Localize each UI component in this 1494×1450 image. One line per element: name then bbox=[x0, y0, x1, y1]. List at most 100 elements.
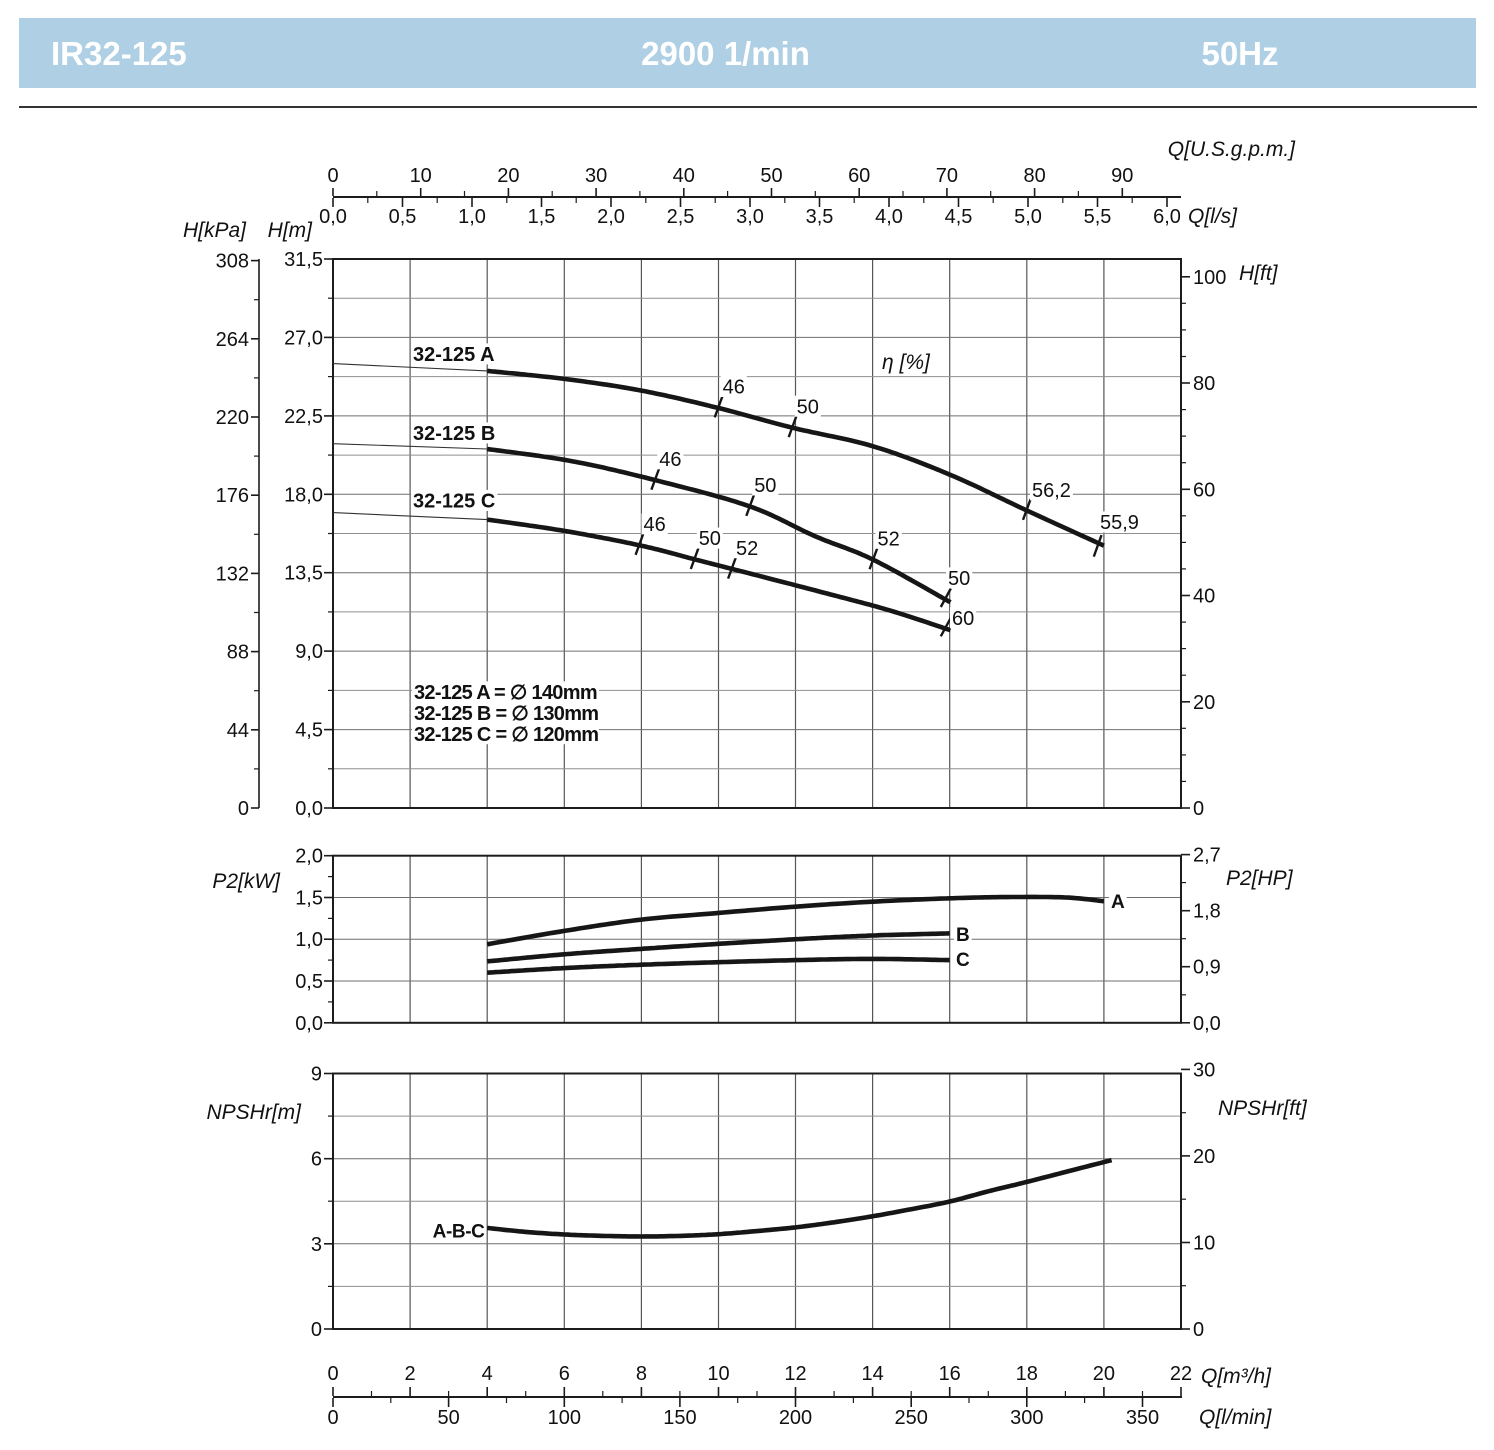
svg-text:0,5: 0,5 bbox=[295, 971, 323, 993]
svg-text:0,5: 0,5 bbox=[389, 206, 417, 228]
svg-text:50Hz: 50Hz bbox=[1201, 35, 1278, 72]
svg-text:32-125 B = ∅ 130mm: 32-125 B = ∅ 130mm bbox=[414, 703, 598, 725]
svg-text:0: 0 bbox=[327, 1363, 338, 1385]
svg-text:0: 0 bbox=[238, 798, 249, 820]
svg-text:NPSHr[m]: NPSHr[m] bbox=[207, 1101, 303, 1124]
svg-text:31,5: 31,5 bbox=[284, 249, 323, 271]
svg-text:10: 10 bbox=[410, 165, 432, 187]
svg-text:44: 44 bbox=[227, 720, 249, 742]
svg-text:B: B bbox=[956, 925, 970, 946]
svg-text:88: 88 bbox=[227, 642, 249, 664]
svg-text:8: 8 bbox=[636, 1363, 647, 1385]
svg-text:32-125 A = ∅ 140mm: 32-125 A = ∅ 140mm bbox=[414, 682, 597, 704]
svg-text:0,9: 0,9 bbox=[1193, 957, 1221, 979]
svg-text:0: 0 bbox=[1193, 798, 1204, 820]
svg-text:0: 0 bbox=[327, 165, 338, 187]
svg-text:150: 150 bbox=[663, 1407, 696, 1429]
svg-text:5,5: 5,5 bbox=[1084, 206, 1112, 228]
svg-text:H[m]: H[m] bbox=[268, 219, 313, 242]
svg-text:100: 100 bbox=[1193, 267, 1226, 289]
svg-text:30: 30 bbox=[585, 165, 607, 187]
svg-text:12: 12 bbox=[784, 1363, 806, 1385]
svg-text:Q[l/s]: Q[l/s] bbox=[1188, 205, 1238, 228]
svg-text:350: 350 bbox=[1126, 1407, 1159, 1429]
svg-text:132: 132 bbox=[216, 563, 249, 585]
svg-text:46: 46 bbox=[644, 514, 666, 536]
svg-text:H[kPa]: H[kPa] bbox=[183, 219, 247, 242]
svg-text:9: 9 bbox=[311, 1064, 322, 1086]
svg-text:60: 60 bbox=[1193, 479, 1215, 501]
svg-text:0: 0 bbox=[311, 1319, 322, 1341]
svg-text:10: 10 bbox=[1193, 1233, 1215, 1255]
svg-text:176: 176 bbox=[216, 485, 249, 507]
svg-text:1,0: 1,0 bbox=[295, 929, 323, 951]
svg-text:50: 50 bbox=[948, 568, 970, 590]
svg-text:50: 50 bbox=[760, 165, 782, 187]
svg-text:C: C bbox=[956, 950, 970, 971]
svg-text:55,9: 55,9 bbox=[1100, 512, 1139, 534]
svg-text:30: 30 bbox=[1193, 1059, 1215, 1081]
svg-text:0: 0 bbox=[1193, 1319, 1204, 1341]
svg-text:P2[HP]: P2[HP] bbox=[1226, 867, 1294, 890]
svg-text:η [%]: η [%] bbox=[882, 351, 931, 374]
svg-text:32-125 C: 32-125 C bbox=[413, 491, 495, 513]
svg-text:0: 0 bbox=[327, 1407, 338, 1429]
svg-text:6: 6 bbox=[311, 1149, 322, 1171]
svg-text:3: 3 bbox=[311, 1234, 322, 1256]
svg-text:70: 70 bbox=[936, 165, 958, 187]
svg-text:32-125 C = ∅ 120mm: 32-125 C = ∅ 120mm bbox=[414, 724, 598, 746]
svg-text:1,8: 1,8 bbox=[1193, 901, 1221, 923]
svg-text:2,0: 2,0 bbox=[597, 206, 625, 228]
svg-text:56,2: 56,2 bbox=[1032, 480, 1071, 502]
svg-text:1,0: 1,0 bbox=[458, 206, 486, 228]
svg-text:NPSHr[ft]: NPSHr[ft] bbox=[1218, 1097, 1308, 1120]
svg-text:10: 10 bbox=[707, 1363, 729, 1385]
svg-text:0,0: 0,0 bbox=[295, 1013, 323, 1035]
svg-text:0,0: 0,0 bbox=[319, 206, 347, 228]
svg-text:0,0: 0,0 bbox=[1193, 1013, 1221, 1035]
svg-text:46: 46 bbox=[659, 449, 681, 471]
svg-text:50: 50 bbox=[754, 475, 776, 497]
svg-text:22: 22 bbox=[1170, 1363, 1192, 1385]
svg-text:50: 50 bbox=[797, 396, 819, 418]
svg-text:6,0: 6,0 bbox=[1153, 206, 1181, 228]
svg-text:16: 16 bbox=[939, 1363, 961, 1385]
svg-text:5,0: 5,0 bbox=[1014, 206, 1042, 228]
svg-text:80: 80 bbox=[1193, 373, 1215, 395]
svg-text:Q[U.S.g.p.m.]: Q[U.S.g.p.m.] bbox=[1168, 138, 1296, 161]
svg-text:52: 52 bbox=[878, 528, 900, 550]
svg-text:32-125 A: 32-125 A bbox=[413, 344, 495, 366]
svg-text:40: 40 bbox=[673, 165, 695, 187]
svg-text:308: 308 bbox=[216, 251, 249, 273]
svg-text:2: 2 bbox=[405, 1363, 416, 1385]
svg-text:H[ft]: H[ft] bbox=[1239, 262, 1279, 285]
svg-text:18: 18 bbox=[1016, 1363, 1038, 1385]
svg-text:A: A bbox=[1111, 892, 1125, 913]
svg-text:90: 90 bbox=[1111, 165, 1133, 187]
svg-text:Q[l/min]: Q[l/min] bbox=[1199, 1406, 1273, 1429]
svg-text:13,5: 13,5 bbox=[284, 563, 323, 585]
svg-text:1,5: 1,5 bbox=[528, 206, 556, 228]
svg-text:2,0: 2,0 bbox=[295, 846, 323, 868]
svg-text:27,0: 27,0 bbox=[284, 327, 323, 349]
svg-text:14: 14 bbox=[861, 1363, 883, 1385]
svg-text:40: 40 bbox=[1193, 586, 1215, 608]
svg-text:250: 250 bbox=[895, 1407, 928, 1429]
svg-text:3,0: 3,0 bbox=[736, 206, 764, 228]
svg-text:4: 4 bbox=[482, 1363, 493, 1385]
svg-text:220: 220 bbox=[216, 407, 249, 429]
svg-text:6: 6 bbox=[559, 1363, 570, 1385]
svg-text:18,0: 18,0 bbox=[284, 484, 323, 506]
svg-text:2,5: 2,5 bbox=[667, 206, 695, 228]
svg-text:2900 1/min: 2900 1/min bbox=[641, 35, 810, 72]
svg-text:20: 20 bbox=[497, 165, 519, 187]
svg-text:Q[m³/h]: Q[m³/h] bbox=[1201, 1365, 1272, 1388]
svg-text:60: 60 bbox=[848, 165, 870, 187]
svg-text:9,0: 9,0 bbox=[295, 641, 323, 663]
svg-text:50: 50 bbox=[437, 1407, 459, 1429]
svg-text:P2[kW]: P2[kW] bbox=[212, 870, 281, 893]
svg-text:4,5: 4,5 bbox=[945, 206, 973, 228]
svg-text:3,5: 3,5 bbox=[806, 206, 834, 228]
svg-text:300: 300 bbox=[1010, 1407, 1043, 1429]
svg-text:50: 50 bbox=[699, 528, 721, 550]
